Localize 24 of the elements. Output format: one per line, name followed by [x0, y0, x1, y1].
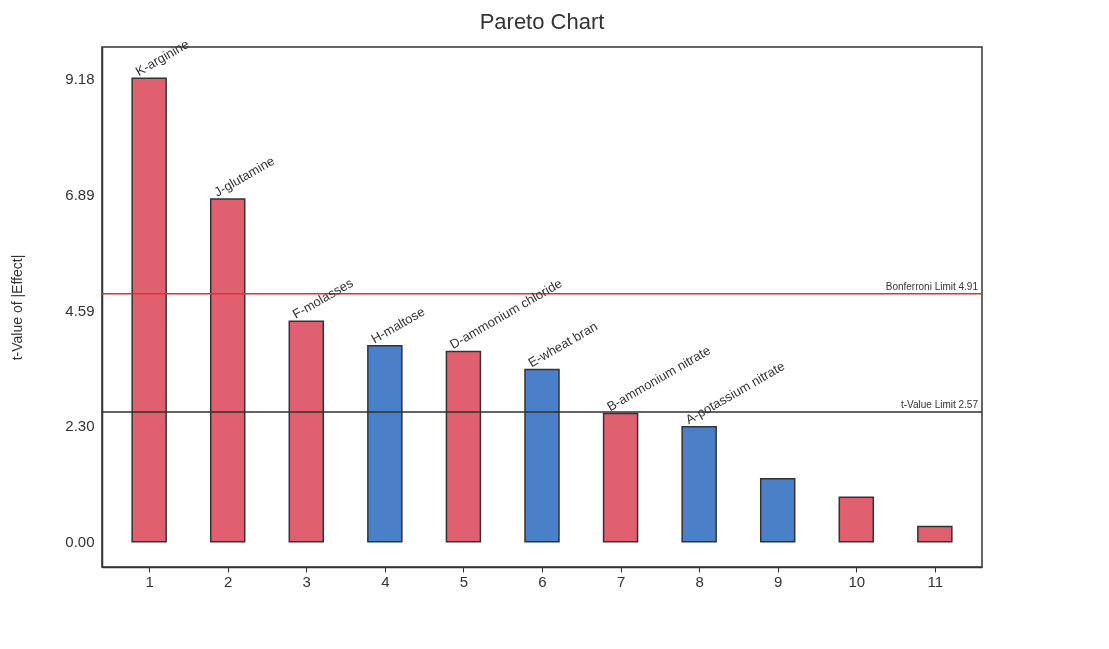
- bar: [838, 496, 875, 543]
- x-tick-label: 9: [774, 572, 783, 590]
- y-tick-label: 0.00: [65, 533, 95, 551]
- x-tick-label: 11: [927, 572, 944, 590]
- x-tick-label: 4: [381, 572, 390, 590]
- x-tick-label: 1: [145, 572, 154, 590]
- x-tick-label: 7: [616, 572, 626, 590]
- y-tick-label: 4.59: [65, 301, 95, 319]
- y-axis-title: t-Value of |Effect|: [9, 254, 26, 361]
- chart-title: Pareto Chart: [479, 8, 605, 34]
- x-tick-label: 10: [848, 572, 866, 590]
- bar: [917, 525, 953, 543]
- y-tick-label: 6.89: [65, 185, 95, 203]
- x-tick-label: 8: [695, 572, 704, 590]
- bar: [759, 477, 796, 543]
- ref-line-label: t-Value Limit 2.57: [900, 399, 979, 411]
- bar: [681, 425, 717, 543]
- y-tick-label: 2.30: [65, 417, 95, 435]
- x-tick-label: 3: [302, 572, 311, 590]
- ref-line-label: Bonferroni Limit 4.91: [885, 280, 979, 292]
- x-tick-label: 2: [224, 572, 233, 590]
- y-tick-label: 9.18: [65, 69, 95, 87]
- x-tick-label: 6: [538, 572, 547, 590]
- x-tick-label: 5: [459, 572, 469, 590]
